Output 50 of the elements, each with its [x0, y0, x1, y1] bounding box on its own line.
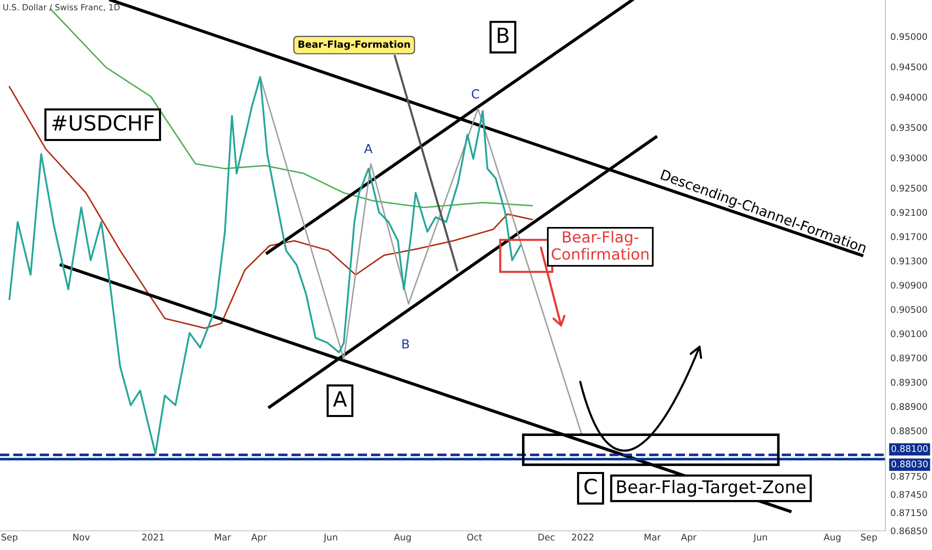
y-tick-label: 0.91700	[890, 233, 927, 240]
y-tick-label: 0.88500	[890, 427, 927, 434]
y-tick-label: 0.92100	[890, 209, 927, 216]
annotation: B	[402, 339, 409, 348]
x-tick-label: Sep	[2, 534, 18, 542]
ref-line-label: 0.88100	[892, 445, 928, 452]
y-tick-label: 0.93500	[890, 124, 927, 131]
y-tick-label: 0.87150	[890, 509, 927, 516]
y-tick-label: 0.90900	[890, 282, 927, 289]
annotation: A	[364, 144, 372, 154]
x-tick-label: Sep	[861, 534, 877, 542]
annotation: Bear-Flag-Formation	[298, 40, 410, 50]
annotation: Bear-Flag- Confirmation	[552, 230, 648, 260]
y-tick-label: 0.92500	[890, 184, 927, 192]
x-tick-label: Apr	[251, 534, 267, 542]
annotation: #USDCHF	[52, 115, 154, 131]
x-tick-label: Oct	[467, 534, 482, 541]
y-tick-label: 0.87450	[890, 491, 927, 498]
y-tick-label: 0.91300	[890, 258, 927, 264]
x-tick-label: Aug	[824, 534, 840, 542]
line-series	[8, 76, 522, 455]
annotation: A	[333, 391, 347, 406]
y-tick-label: 0.95000	[890, 33, 927, 40]
y-tick-label: 0.94500	[890, 63, 927, 70]
y-tick-label: 0.90500	[890, 306, 927, 313]
y-tick-label: 0.87750	[890, 472, 927, 480]
annotation: B	[498, 28, 509, 43]
annotation: Bear-Flag-Target-Zone	[617, 480, 806, 497]
ref-line-label: 0.88030	[892, 460, 928, 468]
chart-title: U.S. Dollar / Swiss Franc, 1D	[3, 4, 120, 12]
x-tick-label: Jun	[323, 534, 338, 542]
line-series	[8, 86, 533, 329]
y-tick-label: 0.86850	[890, 527, 927, 534]
y-tick-label: 0.89300	[890, 378, 927, 386]
y-tick-label: 0.89700	[890, 354, 927, 362]
y-tick-label: 0.93000	[890, 154, 927, 162]
x-tick-label: Nov	[73, 534, 90, 541]
x-tick-label: Jun	[753, 534, 767, 542]
annotation: C	[584, 478, 597, 494]
x-tick-label: Mar	[644, 534, 661, 541]
x-tick-label: Mar	[214, 534, 232, 541]
x-tick-label: 2022	[572, 534, 594, 541]
x-tick-label: Apr	[681, 534, 697, 542]
y-tick-label: 0.88900	[890, 403, 927, 410]
x-tick-label: Aug	[394, 534, 411, 542]
x-tick-label: Dec	[538, 534, 554, 541]
y-tick-label: 0.94000	[890, 94, 927, 101]
y-tick-label: 0.90100	[890, 330, 927, 338]
x-tick-label: 2021	[142, 534, 164, 541]
annotation: C	[472, 89, 480, 99]
